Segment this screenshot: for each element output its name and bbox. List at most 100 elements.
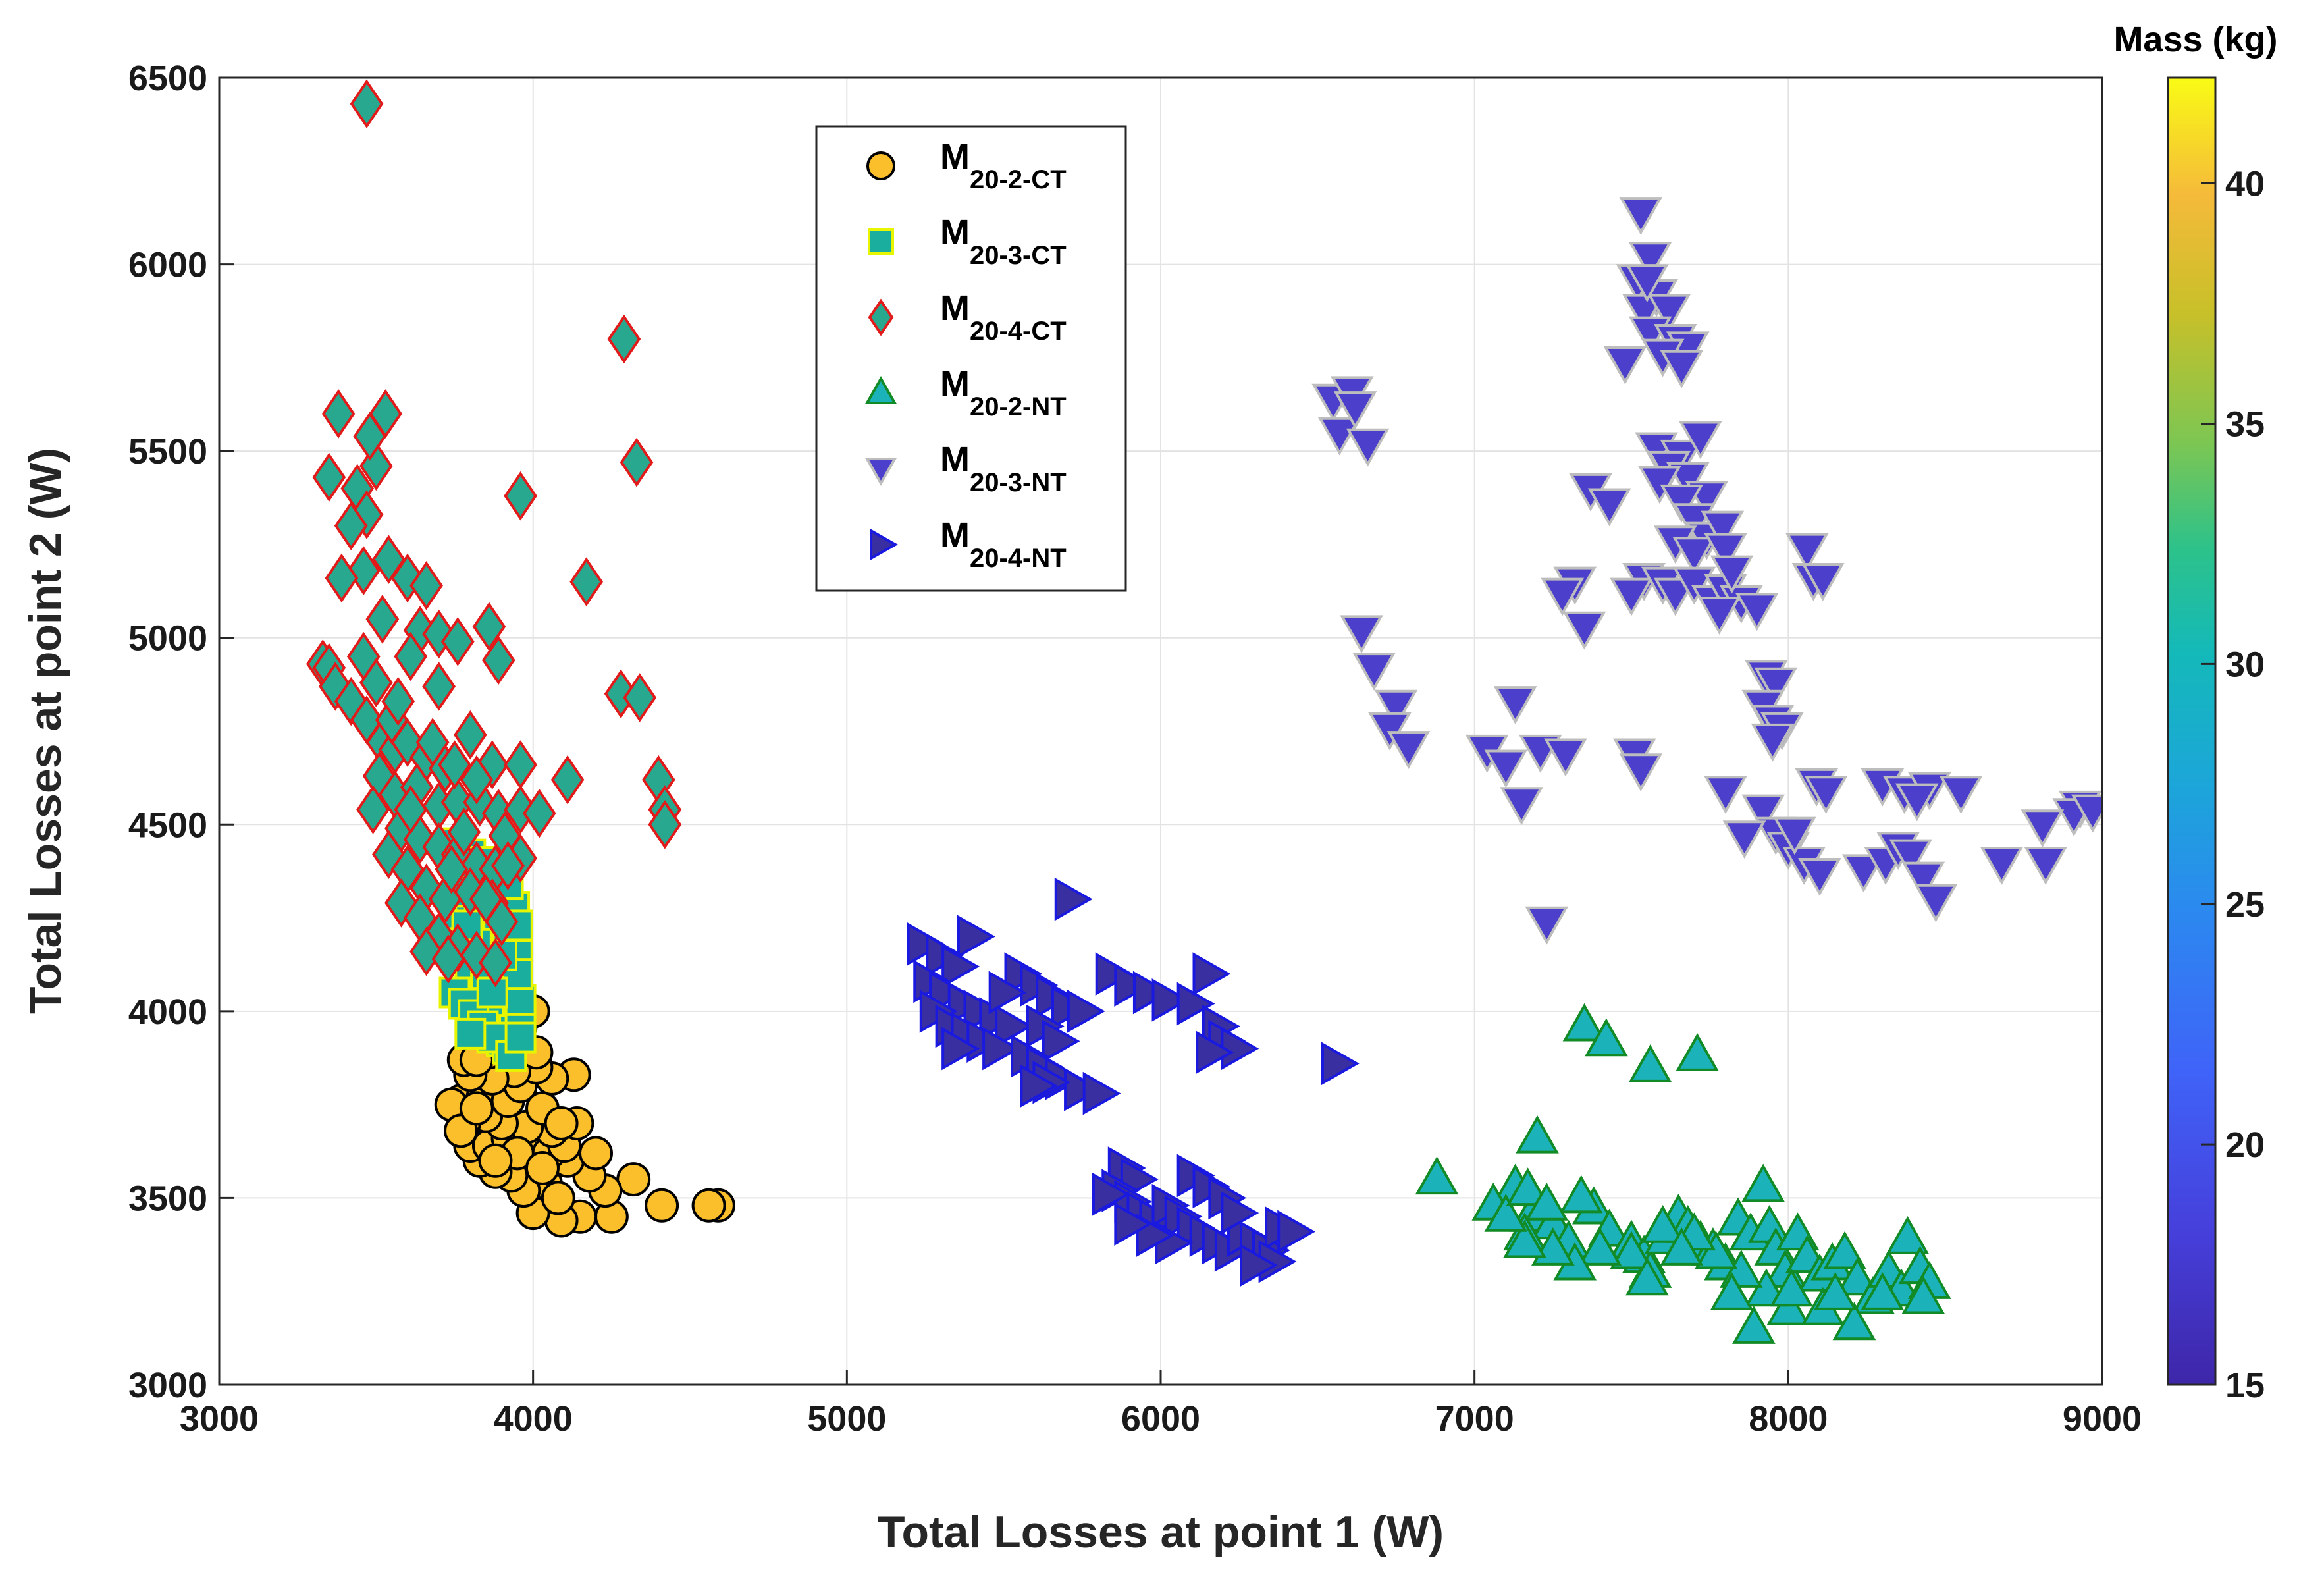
- data-point-m20_4_ct: [325, 553, 359, 603]
- colorbar-tick-label: 40: [2225, 165, 2265, 204]
- data-point-m20_3_nt: [1672, 537, 1716, 575]
- x-tick-label: 4000: [494, 1399, 573, 1439]
- data-point-m20_2_nt: [1823, 1231, 1866, 1269]
- data-point-m20_4_ct: [321, 389, 356, 439]
- data-point-m20_3_nt: [1610, 577, 1653, 616]
- data-point-m20_4_nt: [1064, 1068, 1102, 1111]
- data-point-m20_3_nt: [1352, 653, 1396, 691]
- data-point-m20_2_nt: [1766, 1287, 1810, 1325]
- data-point-m20_3_nt: [2020, 809, 2065, 848]
- data-point-m20_4_ct: [409, 561, 443, 610]
- data-point-m20_4_ct: [472, 602, 506, 652]
- data-point-m20_4_ct: [550, 755, 585, 805]
- data-point-m20_4_nt: [1020, 1064, 1059, 1108]
- data-point-m20_2_nt: [1516, 1115, 1559, 1154]
- data-point-m20_4_ct: [460, 930, 494, 980]
- data-point-m20_4_nt: [1132, 971, 1171, 1015]
- x-tick-label: 6000: [1121, 1399, 1200, 1439]
- data-point-m20_3_nt: [1697, 597, 1741, 635]
- data-point-m20_4_nt: [1192, 952, 1231, 996]
- data-point-m20_3_nt: [1895, 783, 1939, 822]
- data-point-m20_3_nt: [1798, 858, 1841, 896]
- data-point-m20_3_nt: [1773, 816, 1816, 855]
- data-point-m20_2_nt: [1694, 1231, 1738, 1269]
- data-point-m20_3_nt: [1722, 820, 1766, 859]
- y-tick-label: 4000: [128, 992, 207, 1032]
- data-point-m20_2_nt: [1710, 1272, 1754, 1310]
- y-tick-label: 6500: [128, 59, 207, 98]
- data-point-m20_4_nt: [1240, 1243, 1278, 1287]
- data-point-m20_4_nt: [1082, 1071, 1121, 1115]
- data-point-m20_3_nt: [1785, 533, 1829, 572]
- data-point-m20_4_ct: [475, 740, 510, 789]
- data-point-m20_4_ct: [334, 501, 368, 550]
- series-m20_2_nt: [1415, 1003, 1951, 1344]
- data-point-m20_4_nt: [995, 1004, 1034, 1048]
- data-point-m20_4_ct: [365, 595, 400, 644]
- data-point-m20_4_ct: [356, 785, 390, 834]
- data-point-m20_4_ct: [334, 676, 368, 726]
- x-tick-label: 7000: [1435, 1399, 1514, 1439]
- data-point-m20_3_nt: [1914, 884, 1958, 922]
- colorbar-tick-label: 35: [2225, 404, 2265, 444]
- data-point-m20_4_ct: [440, 617, 475, 666]
- data-point-m20_3_nt: [1939, 776, 1983, 814]
- data-point-m20_4_nt: [1176, 982, 1215, 1026]
- series-m20_3_nt: [1311, 197, 2102, 945]
- data-point-m20_2_ct: [645, 1188, 679, 1223]
- data-point-m20_3_ct: [504, 984, 537, 1016]
- data-point-m20_3_nt: [1544, 738, 1587, 777]
- data-point-m20_3_nt: [2071, 794, 2102, 833]
- data-point-m20_4_nt: [1277, 1210, 1316, 1254]
- data-point-m20_3_nt: [1541, 577, 1584, 616]
- colorbar-tick-label: 20: [2225, 1125, 2265, 1165]
- legend-marker-m20_3_ct: [868, 228, 894, 255]
- data-point-m20_3_ct: [504, 1021, 537, 1054]
- data-point-m20_3_nt: [1660, 484, 1704, 523]
- legend-label-m20_3_ct: M20-3-CT: [940, 213, 1067, 270]
- data-point-m20_4_ct: [648, 799, 682, 849]
- data-point-m20_3_nt: [1619, 753, 1663, 792]
- data-point-m20_3_nt: [1701, 510, 1745, 549]
- data-point-m20_3_nt: [1754, 667, 1798, 706]
- data-point-m20_2_nt: [1585, 1018, 1628, 1057]
- data-point-m20_2_ct: [459, 1091, 494, 1126]
- data-point-m20_3_nt: [1679, 421, 1722, 460]
- data-point-m20_3_nt: [1741, 794, 1785, 833]
- data-point-m20_2_nt: [1559, 1175, 1603, 1214]
- data-point-m20_4_ct: [422, 662, 456, 711]
- data-point-m20_4_ct: [394, 631, 428, 681]
- data-point-m20_2_nt: [1484, 1193, 1528, 1232]
- legend-label-m20_4_ct: M20-4-CT: [940, 288, 1067, 346]
- data-point-m20_4_nt: [1054, 877, 1093, 921]
- data-point-m20_2_nt: [1861, 1272, 1905, 1310]
- y-tick-label: 5000: [128, 619, 207, 658]
- data-point-m20_2_ct: [579, 1136, 613, 1171]
- data-point-m20_2_nt: [1770, 1268, 1813, 1307]
- data-point-m20_2_nt: [1503, 1219, 1546, 1258]
- data-point-m20_4_ct: [350, 79, 384, 129]
- y-tick-label: 3500: [128, 1179, 207, 1218]
- data-point-m20_2_nt: [1813, 1272, 1857, 1310]
- data-point-m20_2_ct: [541, 1181, 575, 1215]
- data-point-m20_2_ct: [478, 1143, 513, 1178]
- data-point-m20_4_ct: [623, 673, 657, 722]
- data-point-m20_4_ct: [607, 314, 641, 364]
- series-m20_4_ct: [305, 79, 682, 988]
- data-point-m20_2_nt: [1741, 1163, 1785, 1202]
- data-point-m20_2_nt: [1901, 1275, 1945, 1314]
- data-point-m20_3_nt: [1374, 689, 1418, 728]
- x-axis-label: Total Losses at point 1 (W): [878, 1507, 1444, 1557]
- data-point-m20_4_ct: [312, 452, 346, 502]
- legend-marker-m20_4_ct: [868, 298, 894, 336]
- data-point-m20_2_nt: [1506, 1167, 1550, 1206]
- legend-marker-m20_2_nt: [864, 375, 897, 404]
- legend-label-m20_2_nt: M20-2-NT: [940, 364, 1067, 421]
- data-point-m20_4_nt: [982, 1027, 1020, 1071]
- data-point-m20_3_nt: [1751, 723, 1795, 762]
- data-point-m20_4_nt: [1095, 952, 1134, 996]
- data-point-m20_4_nt: [957, 915, 995, 959]
- data-point-m20_4_nt: [907, 922, 945, 966]
- data-point-m20_2_nt: [1625, 1257, 1669, 1296]
- data-point-m20_4_nt: [1151, 978, 1190, 1022]
